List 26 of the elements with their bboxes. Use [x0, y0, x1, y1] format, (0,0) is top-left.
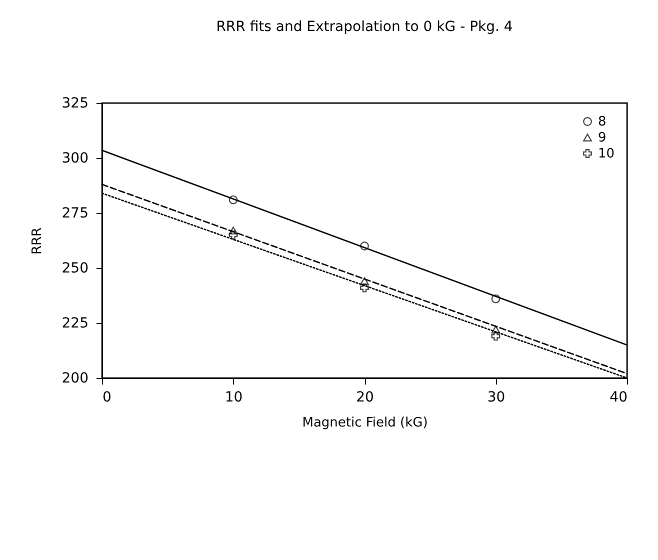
legend-label: 10: [598, 146, 615, 162]
y-tick-label: 250: [62, 260, 88, 276]
point: [360, 277, 369, 286]
point: [491, 326, 500, 334]
point: [491, 332, 500, 341]
chart-title: RRR fits and Extrapolation to 0 kG - Pkg. 4: [216, 19, 513, 35]
y-tick-label: 225: [62, 316, 88, 332]
point: [228, 226, 238, 235]
x-tick-label: 20: [356, 390, 374, 406]
point: [228, 195, 238, 204]
point: [360, 242, 369, 250]
point: [360, 283, 369, 292]
y-tick-label: 275: [62, 206, 88, 222]
y-tick-label: 300: [62, 150, 88, 166]
point: [228, 230, 238, 240]
x-tick-label: 40: [610, 390, 628, 406]
x-tick-label: 10: [224, 390, 243, 406]
legend-label: 9: [598, 130, 606, 146]
point: [491, 294, 500, 304]
y-tick-label: 325: [62, 96, 88, 112]
x-axis-title: Magnetic Field (kG): [302, 416, 428, 430]
x-tick-label: 30: [487, 390, 506, 406]
y-tick-label: 200: [62, 370, 88, 386]
legend-label: 8: [598, 114, 606, 130]
x-tick-label: 0: [102, 390, 112, 406]
y-axis-title: RRR: [30, 227, 45, 255]
